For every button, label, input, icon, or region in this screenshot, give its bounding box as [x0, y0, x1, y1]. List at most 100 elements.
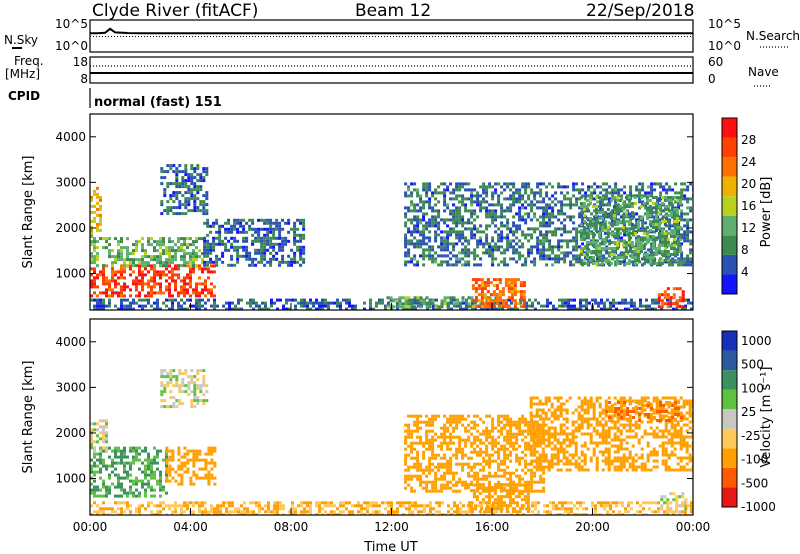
data-cell-5 [318, 301, 321, 305]
data-cell-0 [108, 473, 111, 477]
data-cell-5 [396, 301, 399, 305]
data-cell-8 [440, 218, 444, 222]
data-cell-5 [461, 450, 465, 454]
data-cell-1 [162, 240, 165, 244]
data-cell-1 [102, 264, 105, 268]
data-cell-5 [495, 307, 498, 310]
data-cell-4 [291, 510, 294, 514]
data-cell-4 [339, 501, 342, 505]
data-cell-9 [609, 247, 613, 250]
data-cell-8 [584, 197, 588, 201]
data-cell-2 [90, 231, 93, 235]
data-cell-0 [93, 267, 96, 271]
data-cell-8 [539, 224, 543, 228]
data-cell-1 [96, 240, 99, 244]
data-cell-8 [455, 206, 459, 210]
data-cell-5 [639, 298, 642, 302]
data-cell-2 [183, 461, 187, 465]
data-cell-4 [477, 504, 480, 508]
data-cell-8 [536, 236, 540, 240]
data-cell-9 [651, 238, 655, 241]
data-cell-8 [545, 191, 549, 195]
data-cell-8 [434, 233, 438, 237]
data-cell-8 [683, 182, 687, 186]
data-cell-4 [375, 510, 378, 514]
data-cell-1 [96, 264, 99, 268]
data-cell-4 [209, 260, 213, 264]
data-cell-1 [138, 261, 141, 265]
data-cell-8 [458, 221, 462, 225]
data-cell-5 [449, 462, 453, 466]
data-cell-9 [648, 259, 652, 262]
data-cell-8 [665, 182, 669, 186]
data-cell-5 [428, 468, 432, 472]
data-cell-2 [96, 192, 99, 196]
data-cell-8 [644, 221, 648, 225]
data-cell-4 [215, 221, 219, 225]
data-cell-5 [413, 465, 417, 469]
data-cell-8 [491, 203, 495, 207]
data-cell-9 [666, 259, 670, 262]
data-cell-8 [542, 251, 546, 255]
data-cell-8 [461, 251, 465, 255]
data-cell-5 [264, 307, 267, 310]
data-cell-8 [446, 239, 450, 243]
data-cell-4 [552, 504, 555, 508]
data-cell-1 [180, 249, 183, 253]
data-cell-0 [123, 476, 126, 480]
data-cell-0 [96, 273, 99, 277]
data-cell-1 [171, 240, 174, 244]
data-cell-8 [443, 236, 447, 240]
data-cell-8 [452, 215, 456, 219]
data-cell-8 [575, 203, 579, 207]
data-cell-8 [518, 218, 522, 222]
data-cell-5 [198, 298, 201, 302]
data-cell-0 [150, 458, 153, 462]
data-cell-8 [482, 200, 486, 204]
data-cell-9 [672, 214, 676, 217]
data-cell-9 [663, 253, 667, 256]
data-cell-9 [639, 250, 643, 253]
data-cell-5 [437, 453, 441, 457]
data-cell-4 [165, 504, 168, 508]
data-cell-0 [177, 291, 180, 295]
data-cell-9 [594, 226, 598, 229]
data-cell-7 [522, 296, 526, 300]
data-cell-7 [501, 302, 505, 306]
data-cell-7 [474, 278, 478, 282]
data-cell-4 [585, 507, 588, 511]
data-cell-8 [476, 203, 480, 207]
data-cell-4 [582, 501, 585, 505]
data-cell-4 [369, 513, 372, 515]
data-cell-8 [476, 254, 480, 258]
data-cell-5 [449, 486, 453, 490]
data-cell-8 [491, 254, 495, 258]
data-cell-0 [165, 273, 168, 277]
data-cell-5 [321, 298, 324, 302]
data-cell-8 [605, 236, 609, 240]
data-cell-9 [582, 235, 586, 238]
data-cell-8 [479, 194, 483, 198]
data-cell-6 [416, 299, 420, 303]
data-cell-1 [165, 264, 168, 268]
data-cell-8 [557, 242, 561, 246]
data-cell-5 [428, 429, 432, 433]
data-cell-8 [476, 200, 480, 204]
data-cell-4 [218, 227, 222, 231]
data-cell-2 [93, 219, 96, 223]
data-cell-4 [96, 504, 99, 508]
data-cell-9 [648, 250, 652, 253]
data-cell-1 [138, 240, 141, 244]
data-cell-4 [399, 501, 402, 505]
data-cell-4 [203, 245, 207, 249]
data-cell-8 [539, 230, 543, 234]
data-cell-4 [297, 504, 300, 508]
data-cell-4 [90, 504, 93, 508]
data-cell-2 [168, 470, 172, 474]
data-cell-1 [117, 243, 120, 247]
data-cell-0 [144, 470, 147, 474]
data-cell-0 [138, 291, 141, 295]
data-cell-8 [683, 257, 687, 261]
data-cell-10 [657, 299, 661, 303]
data-cell-5 [404, 477, 408, 481]
